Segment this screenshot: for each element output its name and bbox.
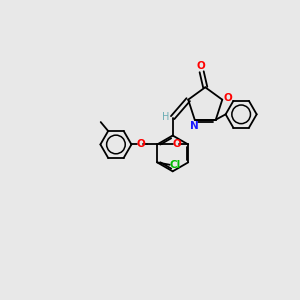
Text: N: N: [190, 121, 199, 131]
Text: Cl: Cl: [169, 160, 180, 170]
Text: O: O: [136, 139, 145, 148]
Text: O: O: [172, 139, 181, 148]
Text: O: O: [223, 93, 232, 103]
Text: H: H: [162, 112, 170, 122]
Text: O: O: [196, 61, 205, 71]
